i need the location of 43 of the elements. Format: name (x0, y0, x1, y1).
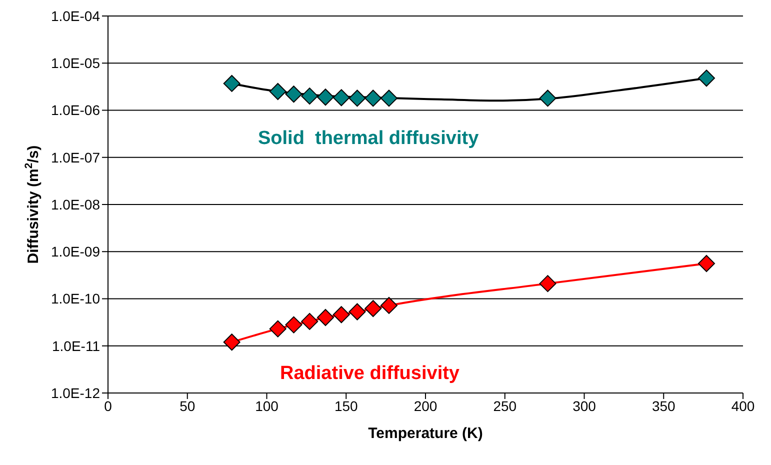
y-tick-label: 1.0E-06 (50, 102, 100, 118)
point (698, 254, 715, 272)
y-tick-label: 1.0E-11 (52, 338, 100, 354)
y-tick-label: 1.0E-07 (50, 149, 100, 166)
point (316, 88, 334, 106)
point (316, 309, 334, 326)
point (223, 74, 240, 92)
point (285, 86, 302, 103)
annotation: Solid thermal diffusivity (258, 128, 479, 150)
point (269, 82, 286, 100)
x-tick-label: 200 (414, 398, 438, 414)
point (332, 89, 350, 106)
x-tick-label: 400 (731, 398, 755, 414)
y-tick-label: 1.0E-10 (50, 290, 100, 307)
point (539, 275, 556, 292)
point (380, 90, 398, 107)
point (698, 70, 715, 87)
y-tick-label: 1.0E-05 (50, 55, 100, 72)
point (539, 90, 556, 107)
x-axis-title: Temperature (K) (368, 425, 483, 442)
point (348, 303, 366, 320)
x-tick-label: 350 (652, 398, 676, 414)
annotation: Radiative diffusivity (280, 363, 460, 385)
x-tick-label: 50 (180, 398, 196, 414)
point (348, 90, 366, 107)
y-tick-label: 1.0E-12 (50, 384, 100, 401)
point (301, 88, 318, 105)
x-tick-label: 250 (493, 398, 517, 414)
point (364, 300, 382, 318)
y-tick-label: 1.0E-09 (50, 244, 100, 260)
point (301, 312, 318, 330)
y-tick-label: 1.0E-04 (50, 8, 100, 24)
x-tick-label: 150 (334, 398, 358, 414)
x-tick-label: 0 (104, 398, 112, 414)
x-tick-label: 300 (572, 398, 596, 414)
point (269, 320, 286, 338)
point (364, 90, 382, 107)
point (332, 306, 350, 324)
point (380, 296, 398, 314)
point (285, 316, 302, 334)
point (223, 334, 240, 351)
y-tick-label: 1.0E-08 (50, 196, 100, 212)
x-tick-label: 100 (255, 398, 279, 414)
